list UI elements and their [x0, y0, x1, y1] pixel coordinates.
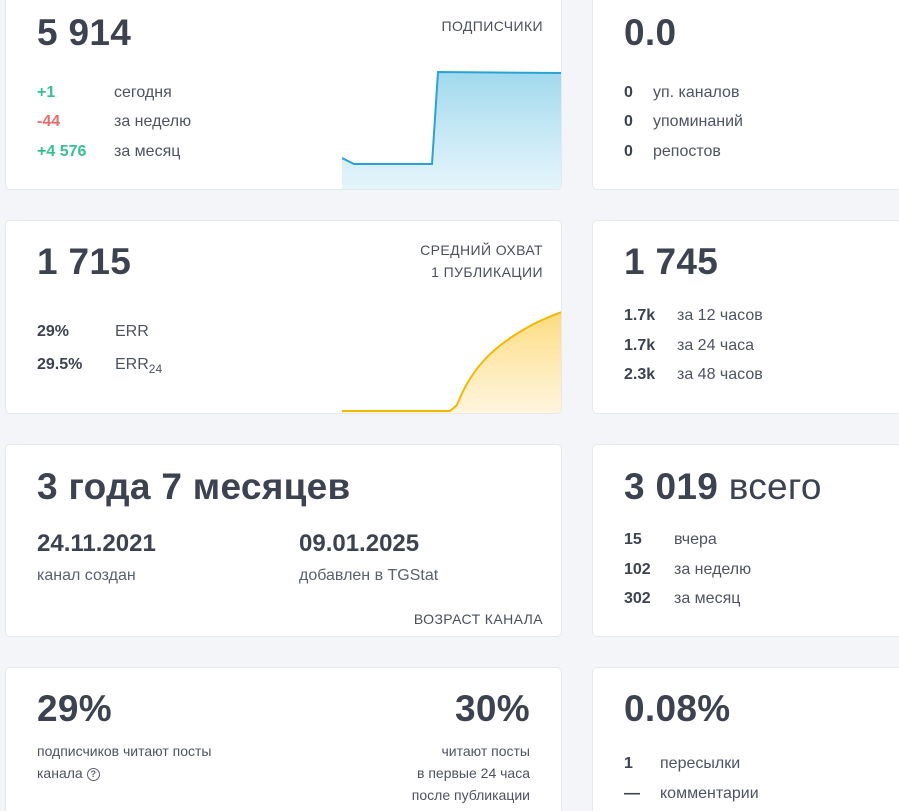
posts-total-word: всего — [728, 466, 822, 507]
read-percent-left: 29% — [37, 688, 112, 729]
read-left-line2-text: канала — [37, 765, 83, 781]
posts-week-value: 102 — [624, 561, 651, 578]
reach-card: 1 715 СРЕДНИЙ ОХВАТ 1 ПУБЛИКАЦИИ 29% ERR … — [6, 221, 561, 413]
engagement-percent: 0.08% — [624, 688, 731, 729]
citation-reposts-value: 0 — [624, 143, 633, 160]
citation-card: 0.0 0 уп. каналов 0 упоминаний 0 репостов — [593, 0, 899, 189]
subscribers-month-row: +4 576 за месяц — [37, 142, 180, 162]
engagement-forwards-label: пересылки — [660, 755, 741, 772]
help-icon[interactable]: ? — [86, 768, 100, 781]
reach-title-line2: 1 ПУБЛИКАЦИИ — [431, 264, 543, 280]
channel-created-date: 24.11.2021 — [37, 530, 156, 557]
views-48h-label: за 48 часов — [677, 366, 763, 383]
channel-age-card: 3 года 7 месяцев 24.11.2021 канал создан… — [6, 445, 561, 636]
posts-month-value: 302 — [624, 590, 651, 607]
channel-age-caption: ВОЗРАСТ КАНАЛА — [413, 611, 543, 627]
subscribers-total: 5 914 — [37, 12, 132, 53]
read-percent-card: 29% подписчиков читают посты канала? 30%… — [6, 668, 561, 811]
read-percent-right: 30% — [455, 688, 530, 729]
posts-yesterday-row: 15 вчера — [624, 530, 717, 550]
posts-week-row: 102 за неделю — [624, 560, 751, 580]
citation-reposts-label: репостов — [653, 143, 721, 160]
engagement-comments-row: — комментарии — [624, 784, 759, 804]
channel-added-label: добавлен в TGStat — [299, 567, 439, 584]
reach-err24-label-text: ERR — [115, 356, 149, 373]
views-48h-value: 2.3k — [624, 366, 656, 383]
views-card: 1 745 1.7k за 12 часов 1.7k за 24 часа 2.3… — [593, 221, 899, 413]
reach-sparkline — [342, 311, 561, 413]
views-24h-row: 1.7k за 24 часа — [624, 336, 754, 356]
read-right-caption: читают посты в первые 24 часа после публ… — [412, 740, 530, 806]
posts-month-row: 302 за месяц — [624, 589, 740, 609]
citation-mentions-label: упоминаний — [653, 113, 743, 130]
posts-month-label: за месяц — [674, 590, 741, 607]
subscribers-sparkline — [342, 70, 561, 189]
subscribers-card: 5 914 ПОДПИСЧИКИ +1 сегодня -44 за неделю … — [6, 0, 561, 189]
posts-yesterday-label: вчера — [674, 531, 717, 548]
read-right-line3: после публикации — [411, 787, 530, 803]
citation-channels-label: уп. каналов — [653, 84, 740, 101]
channel-added-date: 09.01.2025 — [299, 530, 420, 557]
citation-reposts-row: 0 репостов — [624, 142, 721, 162]
subscribers-area — [342, 72, 561, 189]
subscribers-today-row: +1 сегодня — [37, 83, 172, 103]
reach-line — [342, 311, 561, 412]
views-48h-row: 2.3k за 48 часов — [624, 365, 763, 385]
reach-err24-label-sub: 24 — [148, 362, 163, 376]
posts-week-label: за неделю — [674, 561, 752, 578]
posts-yesterday-value: 15 — [624, 531, 642, 548]
citation-index: 0.0 — [624, 12, 677, 53]
read-right-line1: читают посты — [441, 743, 531, 759]
views-12h-label: за 12 часов — [677, 307, 763, 324]
engagement-forwards-row: 1 пересылки — [624, 754, 740, 774]
views-12h-row: 1.7k за 12 часов — [624, 306, 763, 326]
engagement-card: 0.08% 1 пересылки — комментарии — [593, 668, 899, 811]
subscribers-week-label: за неделю — [114, 113, 192, 130]
subscribers-line — [342, 70, 561, 165]
reach-err24-row: 29.5% ERR24 — [37, 355, 162, 379]
reach-area — [342, 312, 561, 413]
read-left-caption: подписчиков читают посты канала? — [37, 740, 211, 784]
subscribers-month-value: +4 576 — [37, 143, 87, 160]
citation-mentions-row: 0 упоминаний — [624, 112, 743, 132]
engagement-forwards-value: 1 — [624, 755, 633, 772]
subscribers-today-value: +1 — [37, 84, 56, 101]
subscribers-title: ПОДПИСЧИКИ — [441, 18, 543, 34]
citation-mentions-value: 0 — [624, 113, 633, 130]
read-left-line1: подписчиков читают посты — [37, 743, 212, 759]
channel-created-label: канал создан — [37, 567, 136, 584]
reach-err24-label: ERR24 — [115, 355, 162, 379]
read-left-line2: канала? — [37, 762, 211, 784]
posts-total-number: 3 019 — [624, 466, 719, 507]
posts-card: 3 019 всего 15 вчера 102 за неделю 302 за м… — [593, 445, 899, 636]
reach-title: СРЕДНИЙ ОХВАТ 1 ПУБЛИКАЦИИ — [420, 239, 543, 283]
engagement-comments-value: — — [624, 785, 640, 802]
subscribers-week-row: -44 за неделю — [37, 112, 191, 132]
views-total: 1 745 — [624, 241, 719, 282]
views-12h-value: 1.7k — [624, 307, 656, 324]
subscribers-week-value: -44 — [37, 113, 61, 130]
subscribers-today-label: сегодня — [114, 84, 172, 101]
reach-err-value: 29% — [37, 323, 70, 340]
read-right-line2: в первые 24 часа — [417, 765, 530, 781]
reach-err-row: 29% ERR — [37, 322, 149, 342]
citation-channels-value: 0 — [624, 84, 633, 101]
views-24h-label: за 24 часа — [677, 337, 755, 354]
channel-age-title: 3 года 7 месяцев — [37, 466, 351, 507]
reach-err-label: ERR — [115, 323, 149, 340]
engagement-comments-label: комментарии — [660, 785, 759, 802]
reach-err24-value: 29.5% — [37, 356, 83, 373]
posts-total: 3 019 всего — [624, 466, 822, 508]
citation-channels-row: 0 уп. каналов — [624, 83, 739, 103]
views-24h-value: 1.7k — [624, 337, 656, 354]
reach-title-line1: СРЕДНИЙ ОХВАТ — [420, 242, 543, 258]
subscribers-month-label: за месяц — [114, 143, 181, 160]
reach-total: 1 715 — [37, 241, 132, 282]
